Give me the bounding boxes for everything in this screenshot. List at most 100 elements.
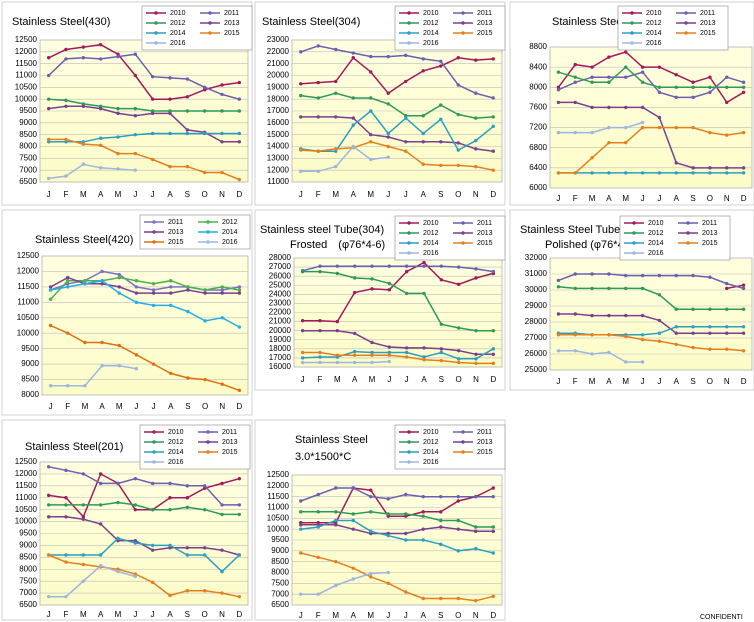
legend-label: 2010 [423, 220, 439, 227]
x-tick-label: J [49, 402, 53, 411]
x-tick-label: M [115, 610, 122, 619]
point [48, 323, 53, 328]
point [100, 269, 104, 274]
y-tick-label: 6800 [529, 143, 547, 152]
point [46, 97, 51, 101]
point [64, 137, 68, 142]
y-tick-label: 21000 [269, 317, 292, 326]
point [66, 282, 70, 286]
point [237, 553, 242, 557]
point [186, 288, 190, 292]
point [64, 594, 68, 599]
x-tick-label: D [741, 377, 747, 386]
point [491, 494, 495, 499]
legend-label: 2013 [702, 230, 718, 237]
point [491, 149, 495, 153]
point [640, 360, 645, 364]
point [421, 510, 425, 514]
point [116, 151, 120, 156]
point [64, 468, 68, 473]
point [491, 361, 496, 366]
point [674, 307, 678, 311]
y-tick-label: 7500 [271, 578, 289, 587]
point [237, 131, 242, 136]
series-line [558, 71, 744, 99]
legend-label: 2015 [477, 30, 493, 37]
x-tick-label: F [316, 190, 321, 199]
legend-marker [686, 221, 690, 225]
point [299, 510, 303, 514]
y-tick-label: 9000 [21, 359, 39, 368]
point [456, 499, 460, 503]
point [456, 265, 461, 269]
point [607, 140, 611, 145]
y-tick-label: 10000 [15, 517, 38, 526]
point [386, 497, 390, 501]
point [708, 171, 712, 175]
point [491, 96, 495, 100]
series-line [302, 261, 494, 323]
legend-marker [152, 240, 156, 244]
point [404, 291, 409, 296]
point [422, 264, 426, 268]
series-line [300, 145, 389, 173]
point [150, 507, 155, 512]
point [624, 313, 628, 318]
series-line [50, 279, 240, 328]
legend-label: 2011 [224, 10, 239, 17]
point [456, 518, 460, 523]
point [369, 109, 373, 113]
point [491, 124, 495, 129]
point [387, 288, 392, 292]
point [556, 171, 561, 175]
point [439, 103, 443, 107]
series-line [300, 487, 494, 524]
point [590, 156, 594, 160]
legend-label: 2012 [423, 439, 439, 446]
y-tick-label: 27000 [525, 333, 548, 342]
point [299, 523, 303, 527]
x-tick-label: J [404, 611, 408, 620]
point [133, 52, 138, 56]
y-tick-label: 6400 [529, 163, 547, 172]
point [334, 115, 338, 119]
point [573, 80, 577, 84]
point [316, 115, 320, 119]
y-tick-label: 26000 [269, 271, 292, 280]
x-tick-label: S [439, 375, 444, 384]
y-tick-label: 8500 [21, 375, 39, 384]
y-tick-label: 17000 [267, 106, 290, 115]
point [691, 95, 695, 100]
x-tick-label: O [455, 190, 461, 199]
point [98, 472, 103, 476]
point [556, 278, 561, 283]
legend-label: 2015 [168, 239, 184, 246]
y-tick-label: 6000 [529, 183, 547, 192]
point [607, 286, 611, 291]
point [351, 123, 355, 127]
chart-title: Stainless Steel(304) [262, 16, 360, 28]
point [316, 555, 320, 560]
point [168, 546, 172, 550]
y-tick-label: 18000 [267, 94, 290, 103]
point [708, 166, 712, 170]
point [573, 130, 577, 135]
x-tick-label: J [405, 375, 409, 384]
point [151, 362, 156, 366]
point [624, 75, 628, 79]
point [64, 104, 68, 108]
legend-marker [407, 440, 411, 444]
point [220, 83, 224, 87]
chart-panel: Stainless Steel Tube(3 Polished (φ76*4-6)… [509, 209, 754, 391]
point [351, 486, 355, 490]
point [386, 512, 390, 516]
point [64, 515, 68, 519]
point [64, 503, 68, 507]
point [439, 358, 444, 363]
point [83, 384, 87, 388]
point [456, 148, 460, 152]
point [352, 264, 357, 268]
point [657, 293, 662, 297]
y-tick-label: 9500 [19, 106, 37, 115]
point [404, 531, 408, 536]
